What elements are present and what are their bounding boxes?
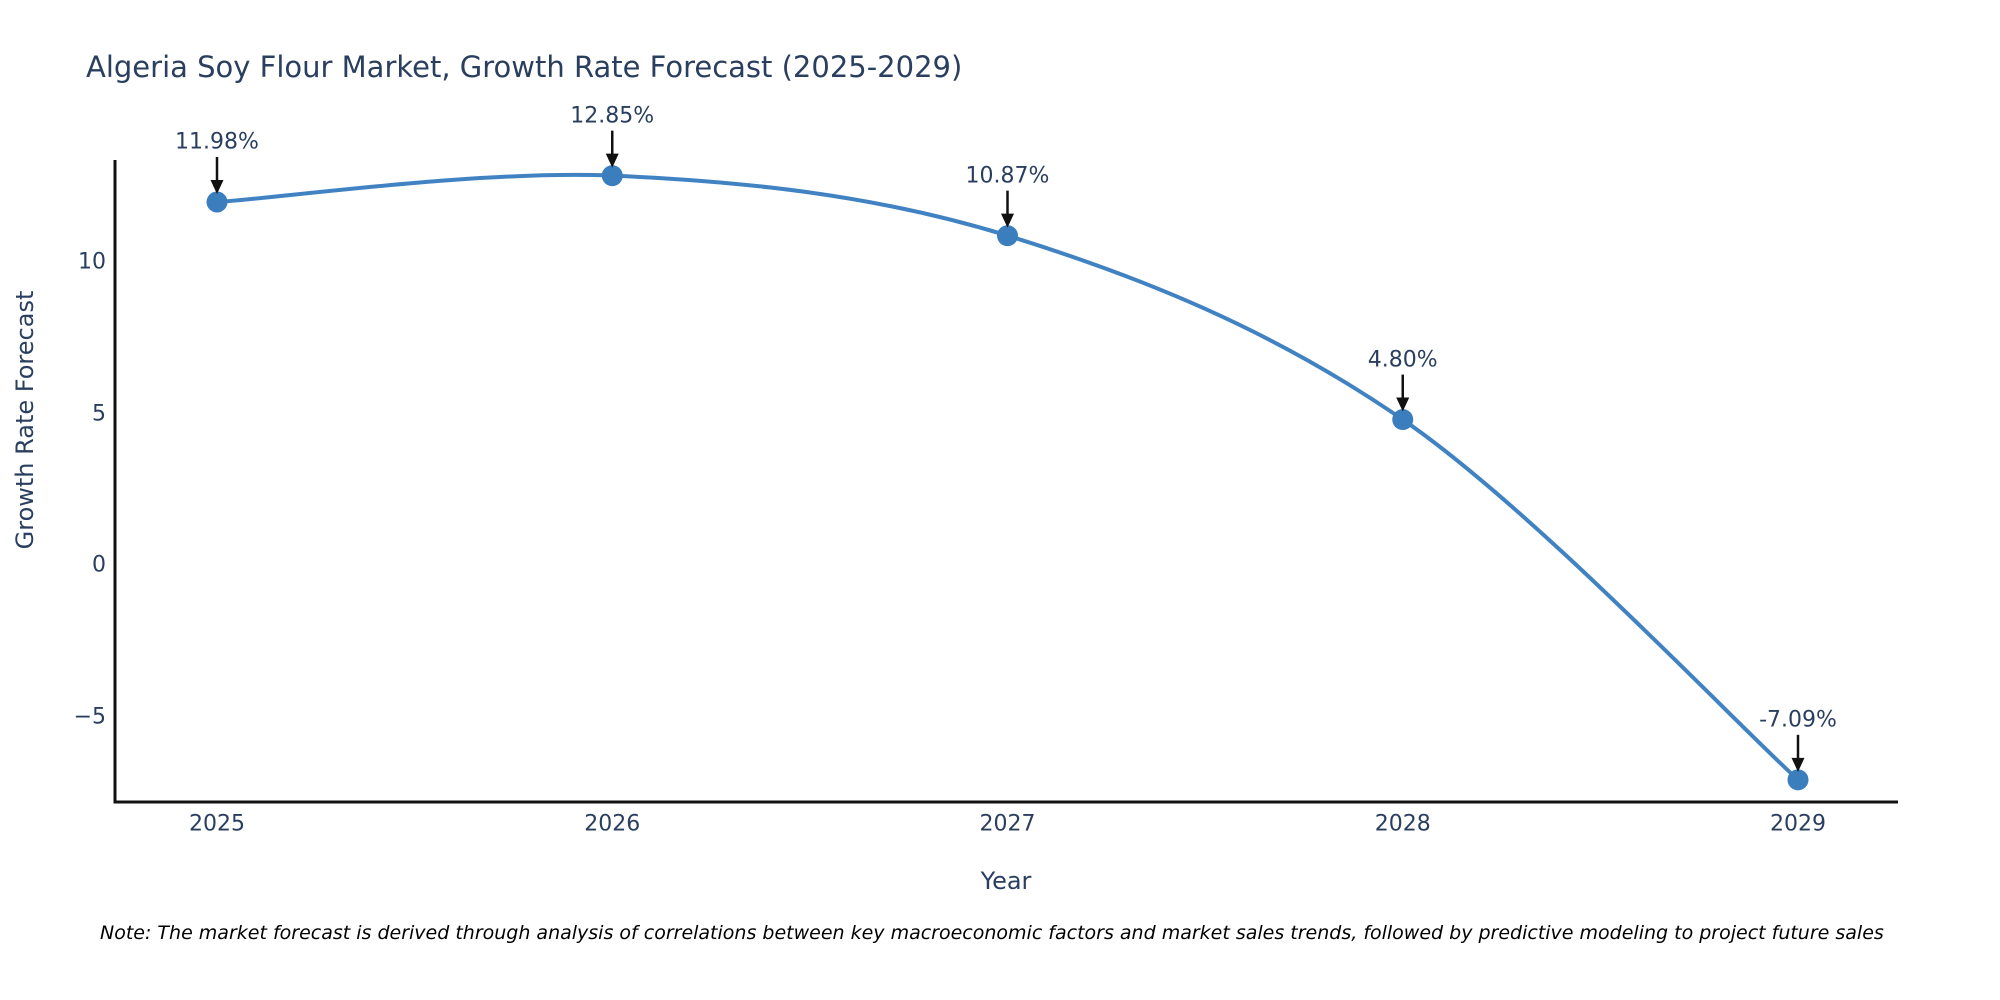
x-tick-label: 2027 bbox=[979, 811, 1036, 837]
y-axis-title: Growth Rate Forecast bbox=[11, 290, 39, 550]
data-point-marker bbox=[601, 165, 623, 187]
x-axis-title: Year bbox=[980, 867, 1032, 895]
data-point-annotation: 11.98% bbox=[175, 129, 259, 155]
data-point-marker bbox=[206, 191, 228, 213]
data-point-annotation: 10.87% bbox=[965, 163, 1050, 189]
data-point-marker bbox=[1787, 769, 1809, 791]
y-tick-label: −5 bbox=[73, 704, 106, 729]
y-tick-label: 10 bbox=[78, 249, 106, 275]
annotation-arrowhead bbox=[1791, 757, 1805, 772]
y-tick-label: 0 bbox=[92, 552, 106, 578]
x-tick-label: 2029 bbox=[1770, 811, 1826, 837]
annotation-arrowhead bbox=[1001, 213, 1014, 228]
x-tick-label: 2025 bbox=[189, 811, 245, 837]
chart-title: Algeria Soy Flour Market, Growth Rate Fo… bbox=[86, 50, 963, 84]
data-point-marker bbox=[1392, 409, 1414, 431]
footnote: Note: The market forecast is derived thr… bbox=[100, 922, 1884, 944]
data-point-annotation: 12.85% bbox=[570, 103, 655, 129]
x-tick-label: 2028 bbox=[1374, 811, 1431, 837]
data-point-marker bbox=[997, 225, 1018, 247]
annotation-arrowhead bbox=[1396, 397, 1410, 412]
annotation-arrows-layer bbox=[210, 130, 1805, 772]
y-tick-label: 5 bbox=[92, 401, 106, 426]
data-point-annotation: -7.09% bbox=[1759, 707, 1837, 733]
series-layer bbox=[206, 165, 1809, 791]
annotation-arrowhead bbox=[605, 153, 619, 168]
annotation-arrowhead bbox=[210, 180, 224, 195]
x-tick-label: 2026 bbox=[584, 811, 641, 837]
data-point-annotation: 4.80% bbox=[1367, 347, 1438, 373]
trend-line bbox=[215, 172, 1800, 782]
